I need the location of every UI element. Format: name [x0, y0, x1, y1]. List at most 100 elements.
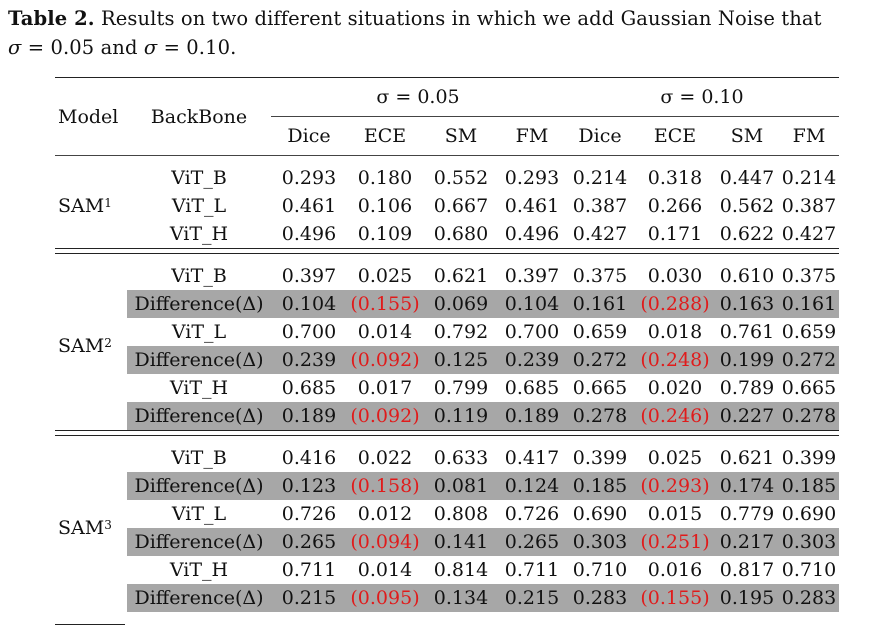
caption-label: Table 2. [8, 7, 95, 30]
difference-row: Difference(Δ) 0.239 (0.092) 0.125 0.239 0.272… [55, 346, 839, 374]
metric-value: (0.293) [635, 472, 715, 500]
metric-value: 0.014 [357, 321, 413, 343]
metric-value: 0.272 [565, 346, 635, 374]
metric-value: 0.710 [572, 559, 628, 581]
metric-value: 0.817 [719, 559, 775, 581]
metric-value: 0.227 [715, 402, 779, 431]
metric-value: 0.496 [281, 223, 337, 245]
metric-value: 0.265 [499, 528, 565, 556]
metric-value: (0.248) [635, 346, 715, 374]
metric-value: (0.155) [347, 290, 423, 318]
metric-value: 0.017 [357, 377, 413, 399]
metric-value: 0.185 [779, 472, 839, 500]
metric-value: 0.171 [647, 223, 703, 245]
metric-value: 0.104 [271, 290, 347, 318]
difference-row: Difference(Δ) 0.215 (0.095) 0.134 0.215 0.283… [55, 584, 839, 612]
header-metric: Dice [287, 125, 331, 147]
metric-value: 0.180 [357, 167, 413, 189]
metric-value: 0.014 [357, 559, 413, 581]
metric-value: 0.185 [565, 472, 635, 500]
metric-value: (0.155) [635, 584, 715, 612]
metric-value: 0.119 [423, 402, 499, 431]
header-group-sigma-010: σ = 0.10 [565, 78, 839, 117]
metric-value: 0.399 [572, 447, 628, 469]
metric-value: 0.665 [781, 377, 837, 399]
metric-value: 0.124 [499, 472, 565, 500]
model-label: SAM [58, 195, 105, 217]
caption-eq1: = 0.05 and [21, 36, 144, 59]
table-row: ViT_H 0.711 0.014 0.814 0.711 0.710 0.016 0.817… [55, 556, 839, 584]
metric-value: 0.808 [433, 503, 489, 525]
metric-value: 0.387 [572, 195, 628, 217]
table-row: ViT_H 0.496 0.109 0.680 0.496 0.427 0.171 0.622… [55, 220, 839, 249]
model-superscript: 1 [104, 196, 112, 210]
table-bottom-rule [55, 624, 125, 625]
metric-value: 0.278 [565, 402, 635, 431]
metric-value: 0.761 [719, 321, 775, 343]
header-metric: SM [444, 125, 478, 147]
difference-label: Difference(Δ) [127, 346, 271, 374]
metric-value: 0.217 [715, 528, 779, 556]
table-row: ViT_L 0.461 0.106 0.667 0.461 0.387 0.266 0.562… [55, 192, 839, 220]
header-group-sigma-005: σ = 0.05 [271, 78, 565, 117]
difference-row: Difference(Δ) 0.265 (0.094) 0.141 0.265 0.303… [55, 528, 839, 556]
metric-value: (0.092) [347, 346, 423, 374]
sigma-symbol: σ [143, 36, 158, 59]
model-superscript: 3 [104, 518, 112, 532]
metric-value: 0.700 [281, 321, 337, 343]
header-metric: Dice [578, 125, 622, 147]
metric-value: 0.123 [271, 472, 347, 500]
metric-value: 0.215 [271, 584, 347, 612]
sigma-symbol: σ [8, 36, 22, 59]
metric-value: 0.161 [565, 290, 635, 318]
metric-value: 0.266 [647, 195, 703, 217]
backbone-label: ViT_H [169, 559, 229, 581]
metric-value: 0.239 [499, 346, 565, 374]
metric-value: 0.667 [433, 195, 489, 217]
metric-value: 0.685 [281, 377, 337, 399]
metric-value: 0.303 [565, 528, 635, 556]
metric-value: 0.318 [647, 167, 703, 189]
backbone-label: ViT_L [171, 321, 227, 343]
backbone-label: ViT_H [169, 377, 229, 399]
metric-value: 0.690 [572, 503, 628, 525]
model-label: SAM [58, 335, 105, 357]
metric-value: 0.610 [719, 265, 775, 287]
metric-value: 0.461 [504, 195, 560, 217]
metric-value: 0.711 [281, 559, 337, 581]
difference-row: Difference(Δ) 0.189 (0.092) 0.119 0.189 0.278… [55, 402, 839, 431]
metric-value: 0.621 [433, 265, 489, 287]
metric-value: 0.552 [433, 167, 489, 189]
model-name: SAM3 [55, 444, 127, 612]
metric-value: 0.792 [433, 321, 489, 343]
metric-value: 0.109 [357, 223, 413, 245]
metric-value: 0.278 [779, 402, 839, 431]
metric-value: 0.427 [572, 223, 628, 245]
metric-value: 0.018 [647, 321, 703, 343]
difference-row: Difference(Δ) 0.123 (0.158) 0.081 0.124 0.185… [55, 472, 839, 500]
metric-value: 0.020 [647, 377, 703, 399]
metric-value: 0.163 [715, 290, 779, 318]
model-name: SAM2 [55, 262, 127, 431]
metric-value: (0.095) [347, 584, 423, 612]
metric-value: 0.375 [572, 265, 628, 287]
metric-value: 0.272 [779, 346, 839, 374]
metric-value: 0.427 [781, 223, 837, 245]
metric-value: 0.239 [271, 346, 347, 374]
metric-value: 0.659 [572, 321, 628, 343]
metric-value: 0.125 [423, 346, 499, 374]
metric-value: (0.251) [635, 528, 715, 556]
metric-value: 0.016 [647, 559, 703, 581]
metric-value: 0.711 [504, 559, 560, 581]
metric-value: 0.726 [281, 503, 337, 525]
metric-value: 0.496 [504, 223, 560, 245]
metric-value: 0.387 [781, 195, 837, 217]
metric-value: 0.447 [719, 167, 775, 189]
difference-row: Difference(Δ) 0.104 (0.155) 0.069 0.104 0.161… [55, 290, 839, 318]
metric-value: 0.416 [281, 447, 337, 469]
metric-value: 0.195 [715, 584, 779, 612]
metric-value: 0.779 [719, 503, 775, 525]
metric-value: 0.134 [423, 584, 499, 612]
metric-value: 0.461 [281, 195, 337, 217]
metric-value: 0.199 [715, 346, 779, 374]
